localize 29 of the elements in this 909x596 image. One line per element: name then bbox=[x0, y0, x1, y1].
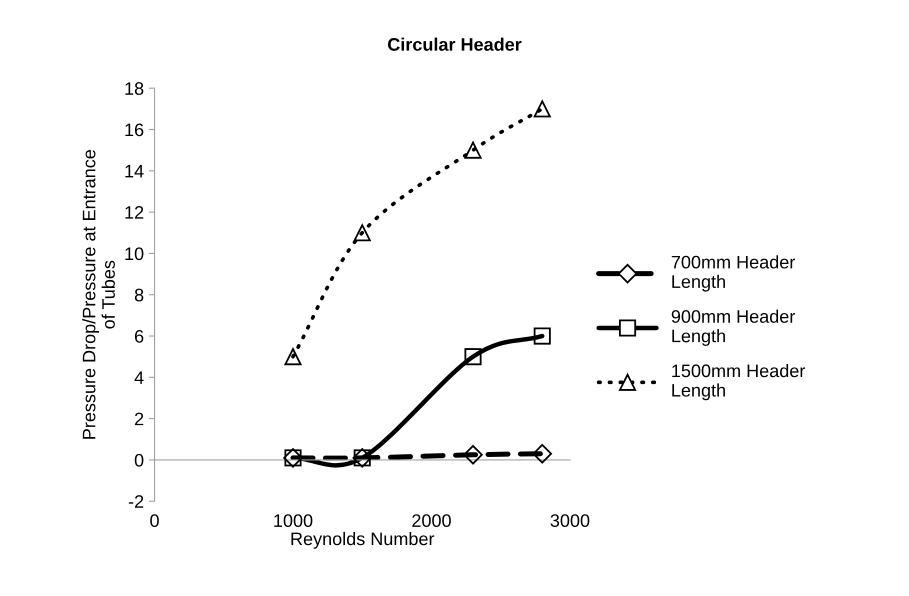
point bbox=[464, 348, 482, 366]
x-tick-label: 2000 bbox=[412, 514, 451, 527]
y-tick-label: 16 bbox=[125, 123, 144, 136]
y-tick-label: 12 bbox=[125, 206, 144, 219]
point bbox=[354, 224, 371, 242]
point bbox=[463, 445, 483, 465]
point bbox=[284, 348, 302, 366]
chart-title: Circular Header bbox=[388, 38, 522, 51]
y-tick-label: 10 bbox=[125, 247, 144, 260]
x-tick-label: 0 bbox=[150, 514, 159, 527]
y-tick-label: -2 bbox=[128, 495, 144, 508]
x-tick-label: 3000 bbox=[550, 514, 590, 527]
y-tick-label: 14 bbox=[125, 164, 144, 178]
y-tick-label: 2 bbox=[134, 412, 144, 426]
point bbox=[532, 444, 552, 464]
y-tick-label: 4 bbox=[134, 371, 144, 384]
x-axis-title: Reynolds Number bbox=[291, 532, 434, 549]
legend-label: 900mm Header Length bbox=[672, 310, 796, 346]
y-axis-title: Pressure Drop/Pressure at Entrance of Tubes bbox=[82, 150, 115, 439]
y-tick-label: 0 bbox=[134, 454, 144, 467]
y-tick-label: 18 bbox=[125, 82, 144, 95]
legend-label: 1500mm Header Length bbox=[672, 364, 806, 400]
legend-label: 700mm Header Length bbox=[672, 255, 796, 292]
point bbox=[534, 100, 551, 118]
point bbox=[464, 142, 482, 159]
y-tick-label: 6 bbox=[134, 330, 144, 343]
x-tick-label: 1000 bbox=[274, 514, 312, 527]
point bbox=[534, 327, 551, 345]
y-tick-label: 8 bbox=[134, 288, 144, 302]
